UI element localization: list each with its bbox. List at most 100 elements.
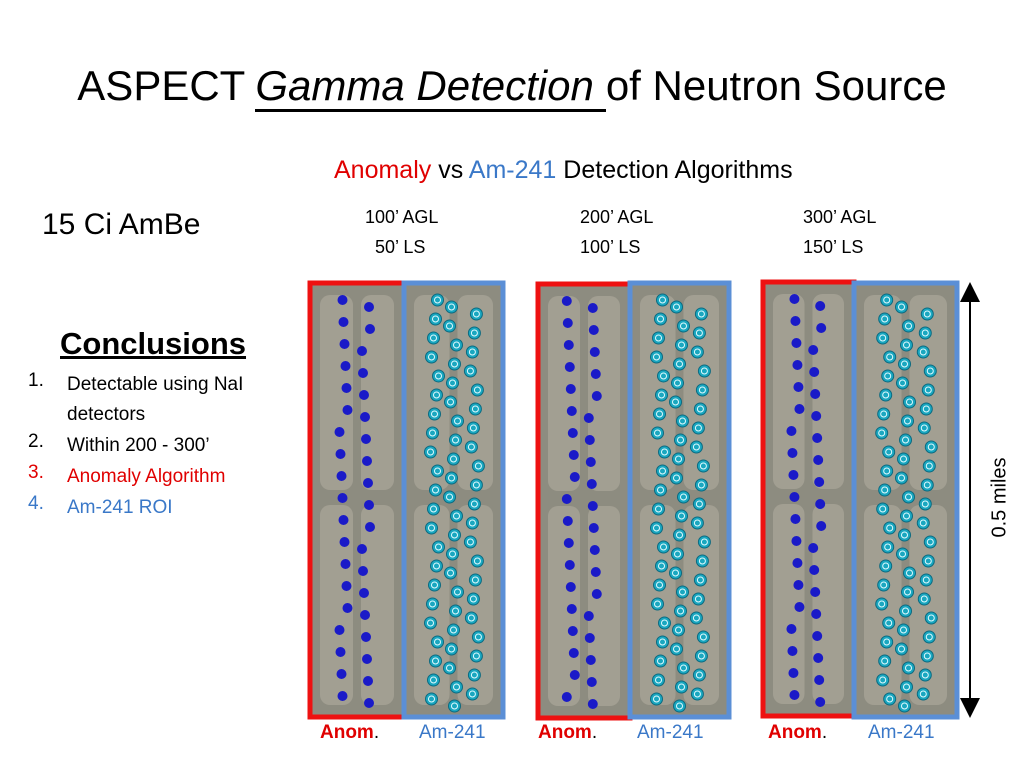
detection-dot xyxy=(425,350,438,364)
detection-dot xyxy=(917,421,931,435)
detection-dot xyxy=(809,565,820,575)
detection-dot xyxy=(787,448,798,458)
detection-dot-ring xyxy=(474,462,482,470)
map-field xyxy=(683,505,719,705)
detection-dot xyxy=(448,357,461,371)
detection-dot xyxy=(789,690,800,700)
detection-dot xyxy=(357,346,367,356)
detection-dot xyxy=(654,483,667,497)
detection-dot-ring xyxy=(469,424,477,432)
detection-dot-ring xyxy=(655,676,662,684)
detection-dot xyxy=(674,604,687,618)
detection-dot xyxy=(902,319,915,333)
detection-dot xyxy=(690,345,704,359)
detection-dot xyxy=(814,675,825,685)
detection-dot xyxy=(692,668,706,682)
detection-dot xyxy=(358,368,368,378)
detection-dot xyxy=(650,350,663,364)
map-field xyxy=(773,504,805,704)
detection-dot-ring xyxy=(430,334,437,342)
detection-dot-ring xyxy=(450,455,457,463)
detection-dot xyxy=(446,376,459,390)
detection-dot xyxy=(675,680,688,694)
detection-dot xyxy=(358,566,368,576)
detection-dot-ring xyxy=(699,633,707,641)
detection-dot-ring xyxy=(697,310,705,318)
detection-dot xyxy=(463,535,477,549)
detection-dot xyxy=(425,692,438,706)
detection-dot-ring xyxy=(904,417,911,425)
detection-dot-ring xyxy=(467,614,475,622)
detection-dot-ring xyxy=(660,372,667,380)
detection-dot-ring xyxy=(661,619,668,627)
detection-dot xyxy=(364,698,374,708)
detection-dot xyxy=(815,697,826,707)
detection-dot xyxy=(669,395,682,409)
detection-dot xyxy=(424,445,437,459)
detection-dot-ring xyxy=(470,500,478,508)
detection-dot xyxy=(656,464,669,478)
item-text: Am-241 ROI xyxy=(67,497,173,518)
detection-dot-ring xyxy=(451,702,458,710)
detection-dot xyxy=(675,509,688,523)
conclusions-heading: Conclusions xyxy=(60,326,247,361)
detection-dot xyxy=(696,630,710,644)
detection-dot-ring xyxy=(655,505,662,513)
detection-dot xyxy=(359,390,369,400)
anom-label: Anom xyxy=(538,722,592,743)
detection-dot xyxy=(590,567,601,577)
detection-dot xyxy=(811,411,822,421)
detection-dot-ring xyxy=(430,505,437,513)
detection-dot xyxy=(339,339,350,349)
detection-dot xyxy=(585,457,596,467)
detection-dot xyxy=(655,559,668,573)
detection-dot-ring xyxy=(448,303,455,311)
detection-dot-ring xyxy=(926,367,934,375)
detection-dot xyxy=(918,668,932,682)
detection-dot xyxy=(428,578,441,592)
detection-dot xyxy=(786,624,797,634)
detection-dot xyxy=(902,490,915,504)
period: . xyxy=(821,722,828,743)
detection-dot-ring xyxy=(449,379,456,387)
detection-dot xyxy=(790,514,801,524)
detection-dot xyxy=(883,692,897,706)
detection-dot xyxy=(810,587,821,597)
detection-dot xyxy=(589,545,600,555)
detection-dot xyxy=(694,649,708,663)
detection-dot xyxy=(432,540,445,554)
detection-dot-ring xyxy=(921,329,929,337)
detection-dot-ring xyxy=(659,638,666,646)
detection-dot xyxy=(445,300,458,314)
detection-dot xyxy=(427,502,440,516)
detection-dot xyxy=(568,450,579,460)
detection-dot-ring xyxy=(693,690,701,698)
detection-dot-ring xyxy=(451,531,458,539)
detection-dot-ring xyxy=(921,671,929,679)
detection-dot xyxy=(588,523,599,533)
detection-dot xyxy=(674,433,687,447)
detection-dot xyxy=(340,361,351,371)
detection-dot xyxy=(690,687,704,701)
period: . xyxy=(373,722,380,743)
detection-dot xyxy=(921,383,935,397)
detection-dot xyxy=(447,623,460,637)
detection-dot xyxy=(787,646,798,656)
detection-dot xyxy=(811,609,822,619)
detection-dot xyxy=(676,414,689,428)
detection-dot xyxy=(365,324,375,334)
detection-dot-ring xyxy=(433,391,440,399)
detection-dot xyxy=(363,478,373,488)
detection-dot-ring xyxy=(903,683,910,691)
detection-dot xyxy=(338,515,349,525)
detection-dot-ring xyxy=(693,519,701,527)
detection-dot-ring xyxy=(447,569,454,577)
detection-dot xyxy=(880,293,894,307)
detection-dot-ring xyxy=(673,645,680,653)
detection-dot-ring xyxy=(653,524,660,532)
detection-dot-ring xyxy=(470,329,478,337)
detection-dot xyxy=(444,566,457,580)
map-field xyxy=(588,506,620,706)
detection-dot-ring xyxy=(900,455,907,463)
detection-dot-ring xyxy=(923,310,931,318)
